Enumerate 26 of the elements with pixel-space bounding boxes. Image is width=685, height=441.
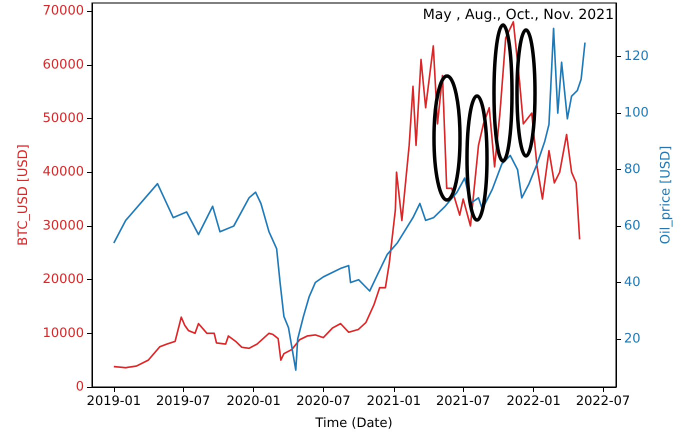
x-tick-label: 2022-07: [576, 394, 630, 409]
y-tick-label: 70000: [42, 4, 84, 19]
y2-axis-title: Oil_price [USD]: [658, 146, 674, 244]
x-tick-label: 2019-07: [156, 394, 210, 409]
y2-tick-label: 100: [624, 106, 649, 121]
y-tick-label: 20000: [42, 272, 84, 288]
x-axis-title: Time (Date): [314, 416, 393, 431]
y2-tick-label: 20: [624, 332, 641, 346]
y-tick-label: 10000: [42, 326, 84, 341]
y2-tick-label: 80: [624, 162, 641, 178]
y-axis-title: BTC_USD [USD]: [16, 144, 31, 246]
y-tick-label: 60000: [42, 57, 84, 72]
annotation: May , Aug., Oct., Nov. 2021: [422, 7, 614, 23]
y2-tick-label: 40: [624, 275, 641, 290]
x-tick-label: 2021-07: [436, 394, 490, 409]
y-tick-label: 40000: [42, 164, 84, 180]
x-tick-label: 2022-01: [506, 394, 561, 409]
x-tick-label: 2020-07: [296, 394, 351, 409]
x-tick-label: 2021-01: [366, 394, 421, 409]
x-tick-label: 2019-01: [86, 394, 141, 409]
x-tick-label: 2020-01: [226, 394, 281, 409]
y2-tick-label: 60: [624, 218, 641, 234]
y-tick-label: 30000: [42, 218, 84, 234]
y-tick-label: 50000: [42, 110, 84, 126]
y2-tick-label: 120: [624, 49, 649, 64]
y-tick-label: 0: [76, 380, 84, 394]
